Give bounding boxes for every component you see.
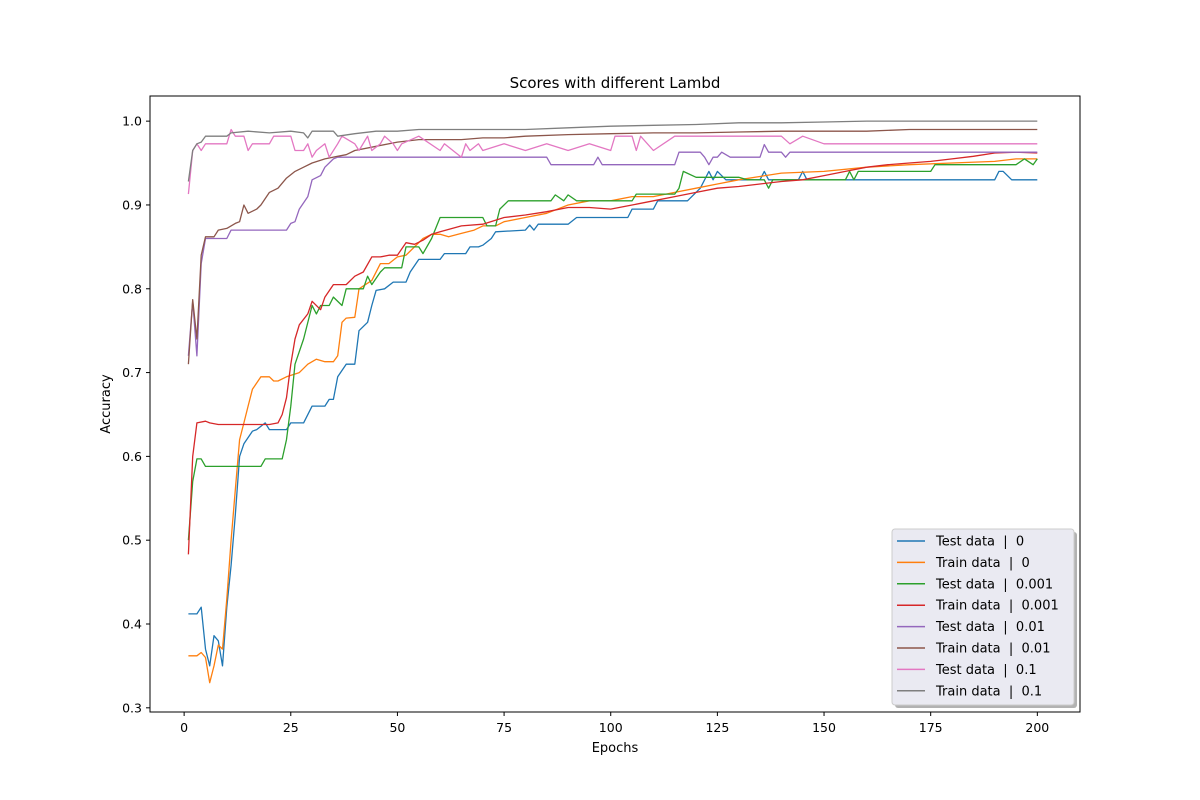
series-line-7 [187, 128, 1038, 195]
legend-box [891, 528, 1075, 706]
x-axis: 0 25 50 75 100 125 150 175 200 [180, 712, 1049, 735]
x-tick-label: 50 [389, 720, 405, 735]
series-line-2 [188, 158, 1038, 684]
series-lines [187, 120, 1038, 684]
legend-label-7: Test data | 0.1 [935, 663, 1037, 678]
series-line-3 [187, 158, 1038, 541]
x-tick-label: 125 [705, 720, 729, 735]
x-tick-label: 25 [283, 720, 299, 735]
x-tick-label: 0 [180, 720, 188, 735]
series-line-1 [188, 170, 1038, 667]
x-tick-label: 100 [599, 720, 623, 735]
x-tick-label: 75 [496, 720, 512, 735]
legend-label-4: Train data | 0.001 [935, 599, 1059, 614]
legend-label-8: Train data | 0.1 [935, 684, 1042, 699]
legend-label-5: Test data | 0.01 [935, 620, 1045, 635]
series-line-5 [187, 143, 1038, 357]
x-tick-label: 200 [1025, 720, 1049, 735]
series-line-4 [187, 151, 1038, 555]
y-tick-label: 0.8 [122, 281, 142, 296]
legend-label-6: Train data | 0.01 [935, 642, 1050, 657]
y-axis-label: Accuracy [99, 374, 114, 434]
legend-label-1: Test data | 0 [935, 535, 1024, 550]
y-tick-label: 0.3 [122, 700, 142, 715]
y-tick-label: 1.0 [122, 114, 142, 129]
y-tick-label: 0.6 [122, 449, 142, 464]
y-axis: 0.3 0.4 0.5 0.6 0.7 0.8 0.9 1.0 [122, 114, 150, 715]
series-line-6 [187, 128, 1038, 365]
legend: Test data | 0 Train data | 0 Test data | 0… [891, 528, 1077, 708]
chart-title: Scores with different Lambd [510, 74, 721, 92]
y-tick-label: 0.4 [122, 617, 142, 632]
legend-label-2: Train data | 0 [935, 556, 1030, 571]
x-tick-label: 175 [919, 720, 943, 735]
y-tick-label: 0.5 [122, 533, 142, 548]
legend-label-3: Test data | 0.001 [935, 577, 1053, 592]
series-line-8 [187, 120, 1038, 182]
y-tick-label: 0.9 [122, 197, 142, 212]
y-tick-label: 0.7 [122, 365, 142, 380]
x-axis-label: Epochs [592, 741, 639, 756]
x-tick-label: 150 [812, 720, 836, 735]
